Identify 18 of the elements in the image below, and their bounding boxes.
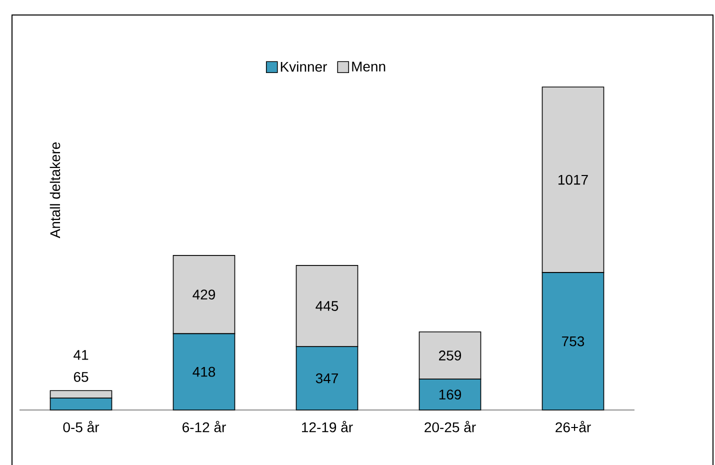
x-tick-label: 0-5 år — [63, 420, 100, 432]
data-label: 347 — [316, 373, 338, 384]
data-label: 259 — [439, 350, 462, 360]
y-axis-title: Antall deltakere — [50, 142, 60, 238]
data-label: 41 — [74, 350, 88, 360]
legend-label: Menn — [352, 62, 386, 72]
x-tick-label: 26+år — [556, 420, 591, 432]
x-tick-label: 20-25 år — [424, 420, 476, 432]
legend-label: Kvinner — [280, 61, 328, 72]
data-label: 753 — [562, 336, 584, 346]
data-label: 169 — [439, 390, 462, 400]
data-label: 429 — [192, 290, 216, 300]
x-tick-label: 6-12 år — [182, 420, 226, 432]
data-label: 1017 — [558, 174, 588, 185]
data-label: 65 — [74, 372, 88, 382]
data-label: 445 — [316, 301, 338, 311]
x-tick-label: 12-19 år — [302, 420, 353, 432]
data-label: 418 — [192, 366, 216, 377]
